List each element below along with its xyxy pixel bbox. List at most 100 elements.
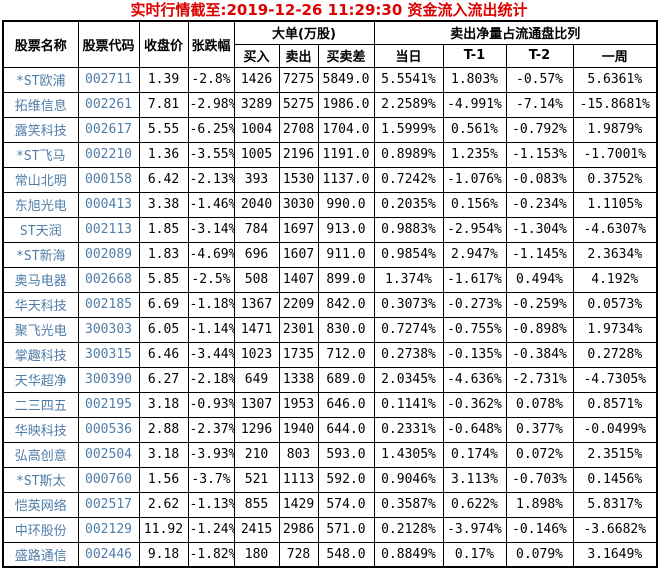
cell-sell: 7275 <box>278 66 319 93</box>
cell-buy-sell-diff: 712.0 <box>317 341 375 368</box>
table-row: 二三四五 002195 3.18 -0.93% 1307 1953 646.0 0.1141%… <box>2 391 658 418</box>
cell-today: 2.0345% <box>373 366 444 393</box>
table-row: 掌趣科技 300315 6.46 -3.44% 1023 1735 712.0 0.2738%… <box>2 341 658 368</box>
cell-change-pct: -4.69% <box>187 241 235 268</box>
cell-sell: 1607 <box>278 241 319 268</box>
cell-buy-sell-diff: 689.0 <box>317 366 375 393</box>
cell-one-week: 0.2728% <box>572 341 658 368</box>
cell-t-minus-1: 0.174% <box>442 441 507 468</box>
cell-stock-name: 盛路通信 <box>2 541 79 568</box>
cell-t-minus-2: -0.259% <box>505 291 574 318</box>
table-row: *ST欧浦 002711 1.39 -2.8% 1426 7275 5849.0 5.5541… <box>2 66 658 93</box>
cell-stock-code: 002446 <box>77 541 140 568</box>
cell-stock-code: 002210 <box>77 141 140 168</box>
cell-close-price: 6.05 <box>138 316 189 343</box>
cell-stock-name: 恺英网络 <box>2 491 79 518</box>
cell-close-price: 11.92 <box>138 516 189 543</box>
cell-stock-code: 002185 <box>77 291 140 318</box>
cell-sell: 1697 <box>278 216 319 243</box>
cell-stock-name: 中环股份 <box>2 516 79 543</box>
table-row: 华映科技 000536 2.88 -2.37% 1296 1940 644.0 0.2331%… <box>2 416 658 443</box>
table-body: *ST欧浦 002711 1.39 -2.8% 1426 7275 5849.0 5.5541… <box>2 66 658 568</box>
cell-today: 0.9854% <box>373 241 444 268</box>
cell-one-week: 5.6361% <box>572 66 658 93</box>
cell-stock-code: 002195 <box>77 391 140 418</box>
cell-close-price: 3.18 <box>138 391 189 418</box>
cell-t-minus-1: -0.135% <box>442 341 507 368</box>
cell-sell: 803 <box>278 441 319 468</box>
cell-buy-sell-diff: 1191.0 <box>317 141 375 168</box>
cell-today: 0.7274% <box>373 316 444 343</box>
cell-t-minus-1: -0.648% <box>442 416 507 443</box>
cell-close-price: 6.42 <box>138 166 189 193</box>
cell-t-minus-2: 0.494% <box>505 266 574 293</box>
cell-t-minus-1: -0.273% <box>442 291 507 318</box>
cell-stock-name: 拓维信息 <box>2 91 79 118</box>
cell-stock-code: 000760 <box>77 466 140 493</box>
cell-sell: 1429 <box>278 491 319 518</box>
cell-t-minus-2: -0.083% <box>505 166 574 193</box>
cell-stock-name: 二三四五 <box>2 391 79 418</box>
cell-buy: 1023 <box>233 341 280 368</box>
cell-t-minus-1: -2.954% <box>442 216 507 243</box>
cell-stock-name: 天华超净 <box>2 366 79 393</box>
cell-stock-name: 露笑科技 <box>2 116 79 143</box>
cell-change-pct: -1.14% <box>187 316 235 343</box>
cell-one-week: -1.7001% <box>572 141 658 168</box>
table-row: 中环股份 002129 11.92 -1.24% 2415 2986 571.0 0.2128… <box>2 516 658 543</box>
cell-today: 0.8989% <box>373 141 444 168</box>
cell-t-minus-2: -0.384% <box>505 341 574 368</box>
cell-change-pct: -0.93% <box>187 391 235 418</box>
cell-one-week: 1.1105% <box>572 191 658 218</box>
col-header-stock-code: 股票代码 <box>77 20 140 68</box>
cell-buy: 210 <box>233 441 280 468</box>
cell-close-price: 1.85 <box>138 216 189 243</box>
cell-buy-sell-diff: 1137.0 <box>317 166 375 193</box>
cell-one-week: 5.8317% <box>572 491 658 518</box>
cell-buy: 1004 <box>233 116 280 143</box>
cell-buy-sell-diff: 646.0 <box>317 391 375 418</box>
cell-today: 0.3073% <box>373 291 444 318</box>
cell-one-week: -4.7305% <box>572 366 658 393</box>
cell-t-minus-1: -1.617% <box>442 266 507 293</box>
cell-buy: 1307 <box>233 391 280 418</box>
cell-one-week: 1.9734% <box>572 316 658 343</box>
cell-stock-name: 奥马电器 <box>2 266 79 293</box>
cell-stock-code: 002129 <box>77 516 140 543</box>
cell-close-price: 2.88 <box>138 416 189 443</box>
col-header-one-week: 一周 <box>572 43 658 68</box>
cell-close-price: 1.56 <box>138 466 189 493</box>
cell-stock-name: *ST斯太 <box>2 466 79 493</box>
col-group-big-orders: 大单(万股) <box>233 20 375 45</box>
cell-buy-sell-diff: 913.0 <box>317 216 375 243</box>
cell-sell: 728 <box>278 541 319 568</box>
cell-buy: 508 <box>233 266 280 293</box>
cell-stock-name: *ST新海 <box>2 241 79 268</box>
col-header-stock-name: 股票名称 <box>2 20 79 68</box>
cell-today: 0.2331% <box>373 416 444 443</box>
cell-sell: 2708 <box>278 116 319 143</box>
cell-sell: 1338 <box>278 366 319 393</box>
cell-today: 0.2035% <box>373 191 444 218</box>
table-row: 盛路通信 002446 9.18 -1.82% 180 728 548.0 0.8849% 0.… <box>2 541 658 568</box>
cell-close-price: 6.27 <box>138 366 189 393</box>
cell-close-price: 5.55 <box>138 116 189 143</box>
table-row: 恺英网络 002517 2.62 -1.13% 855 1429 574.0 0.3587% 0… <box>2 491 658 518</box>
header-row-subcolumns: 买入 卖出 买卖差 当日 T-1 T-2 一周 <box>3 43 658 68</box>
cell-stock-name: 东旭光电 <box>2 191 79 218</box>
cell-stock-name: 聚飞光电 <box>2 316 79 343</box>
cell-t-minus-1: 3.113% <box>442 466 507 493</box>
cell-change-pct: -1.18% <box>187 291 235 318</box>
cell-stock-name: *ST欧浦 <box>2 66 79 93</box>
cell-t-minus-1: 0.622% <box>442 491 507 518</box>
report-title: 实时行情截至:2019-12-26 11:29:30 资金流入流出统计 <box>130 1 528 19</box>
cell-t-minus-1: 1.235% <box>442 141 507 168</box>
cell-buy: 393 <box>233 166 280 193</box>
cell-one-week: -0.0499% <box>572 416 658 443</box>
stock-table: 股票名称 股票代码 收盘价 张跌幅 大单(万股) 卖出净量占流通盘比列 买入 卖… <box>2 20 658 568</box>
cell-sell: 2196 <box>278 141 319 168</box>
header-row-groups: 股票名称 股票代码 收盘价 张跌幅 大单(万股) 卖出净量占流通盘比列 <box>2 20 658 68</box>
col-header-close-price: 收盘价 <box>138 20 189 68</box>
cell-today: 0.2128% <box>373 516 444 543</box>
cell-t-minus-1: -1.076% <box>442 166 507 193</box>
